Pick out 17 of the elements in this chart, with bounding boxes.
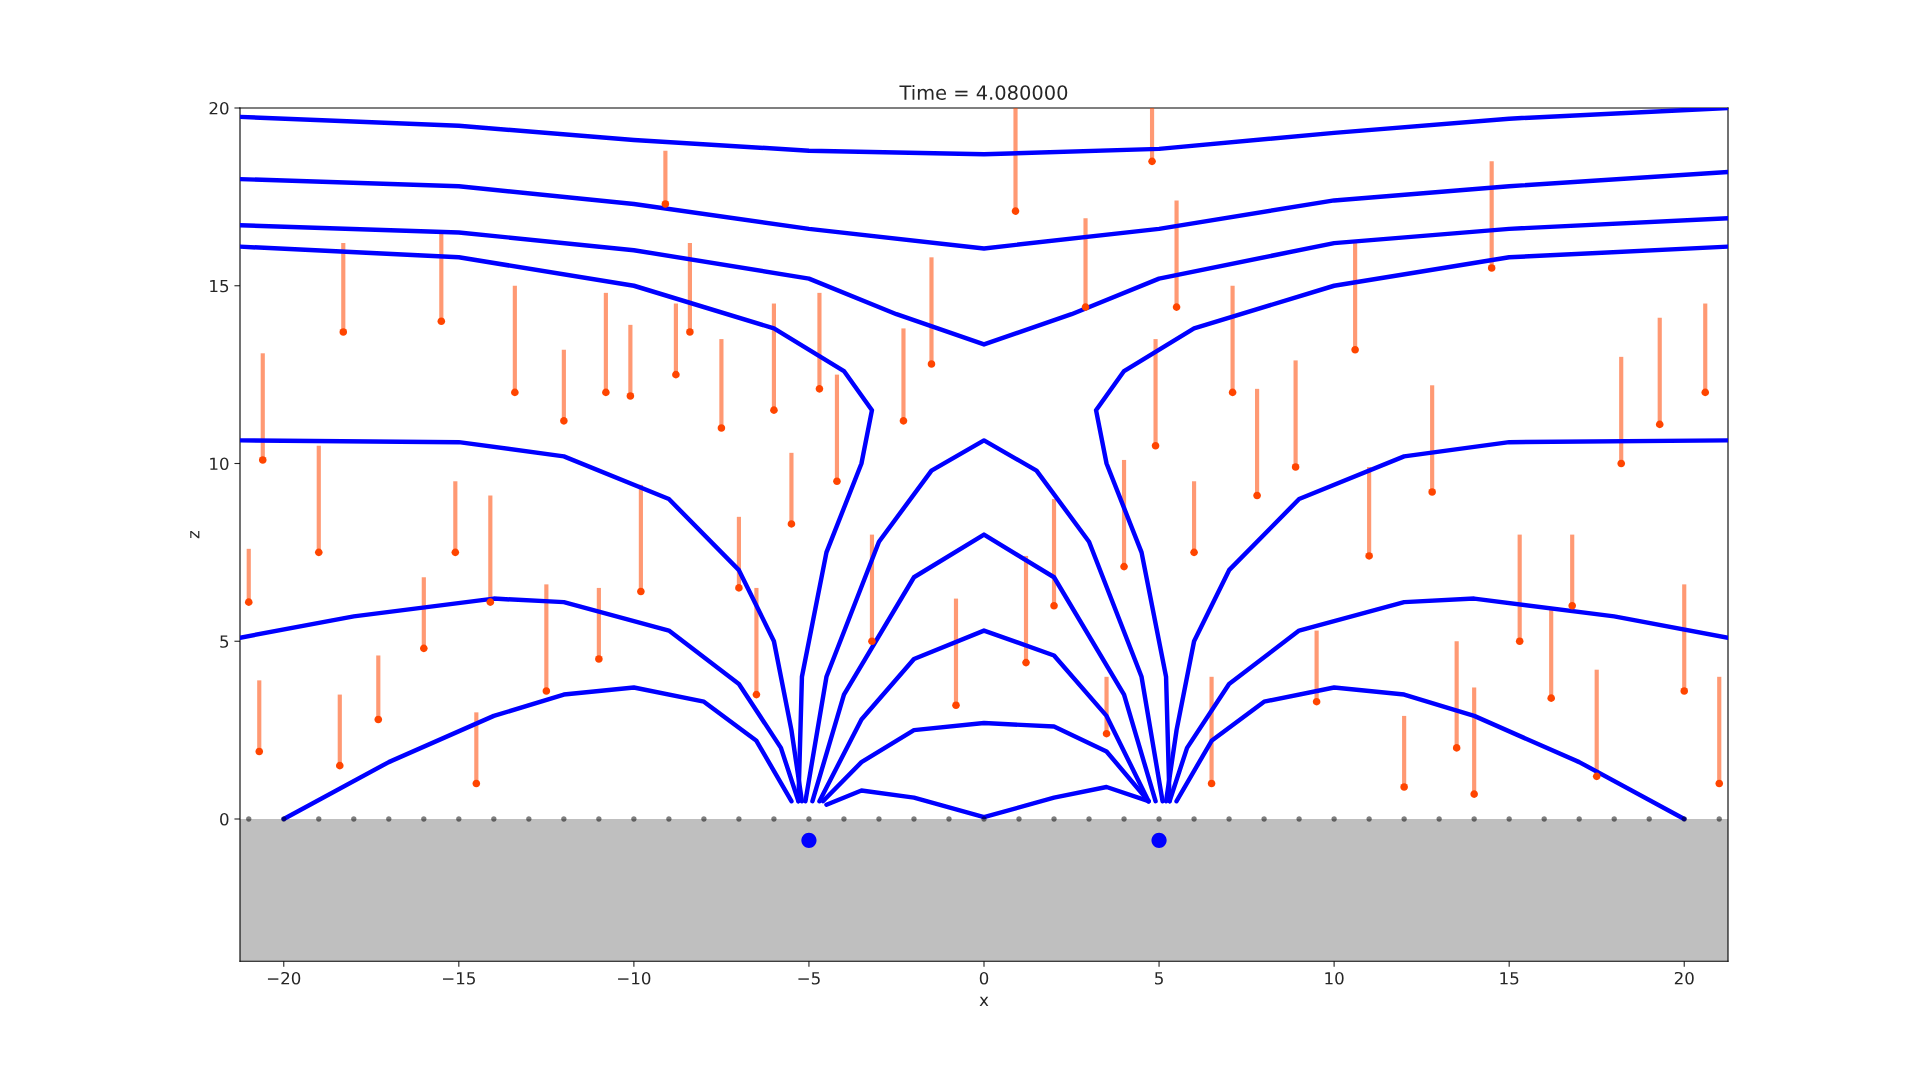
- x-tick-label: 10: [1325, 971, 1344, 985]
- y-tick-label: 15: [210, 279, 229, 293]
- x-tick-label: −10: [618, 971, 651, 985]
- y-tick-label: 5: [220, 635, 229, 648]
- x-tick-label: −15: [443, 972, 475, 985]
- x-tick-label: −20: [267, 971, 301, 985]
- y-tick-label: 0: [220, 812, 229, 826]
- x-tick-label: 15: [1500, 972, 1519, 985]
- x-tick-label: 5: [1155, 972, 1163, 985]
- y-axis-title: z: [190, 530, 200, 539]
- chart-title: Time = 4.080000: [899, 84, 1068, 100]
- x-tick-label: −5: [798, 972, 820, 985]
- x-tick-label: 20: [1674, 971, 1694, 985]
- y-tick-label: 20: [209, 101, 229, 115]
- x-axis-title: x: [979, 996, 989, 1006]
- y-tick-label: 10: [210, 457, 229, 471]
- x-tick-label: 0: [979, 971, 989, 985]
